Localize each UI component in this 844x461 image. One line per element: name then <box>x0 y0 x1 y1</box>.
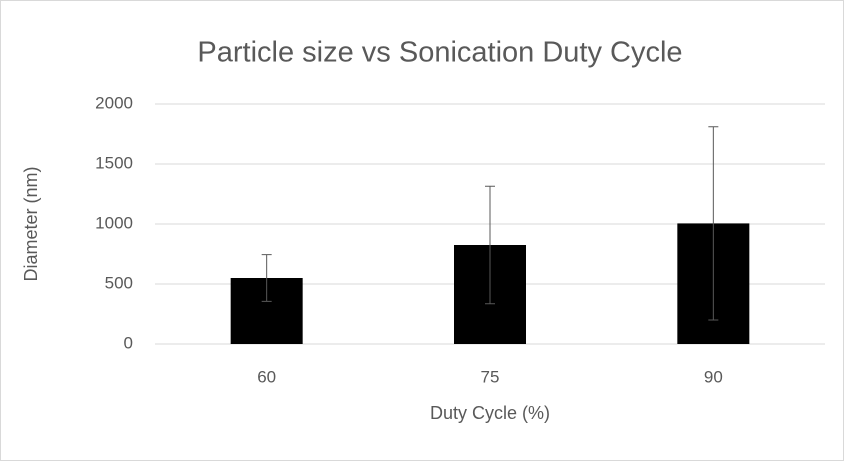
y-tick-label: 1500 <box>95 153 133 172</box>
y-tick-label: 1000 <box>95 213 133 232</box>
chart-title: Particle size vs Sonication Duty Cycle <box>197 37 682 69</box>
x-tick-label: 60 <box>257 367 276 386</box>
x-axis-label: Duty Cycle (%) <box>430 403 550 423</box>
x-tick-label: 75 <box>481 367 500 386</box>
error-bar <box>261 254 272 302</box>
y-tick-label: 2000 <box>95 93 133 112</box>
error-bar <box>708 126 719 321</box>
y-axis-label: Diameter (nm) <box>21 166 41 281</box>
x-tick-label: 90 <box>704 367 723 386</box>
y-tick-label: 500 <box>105 273 133 292</box>
y-tick-label: 0 <box>124 333 133 352</box>
error-bar <box>485 185 495 305</box>
